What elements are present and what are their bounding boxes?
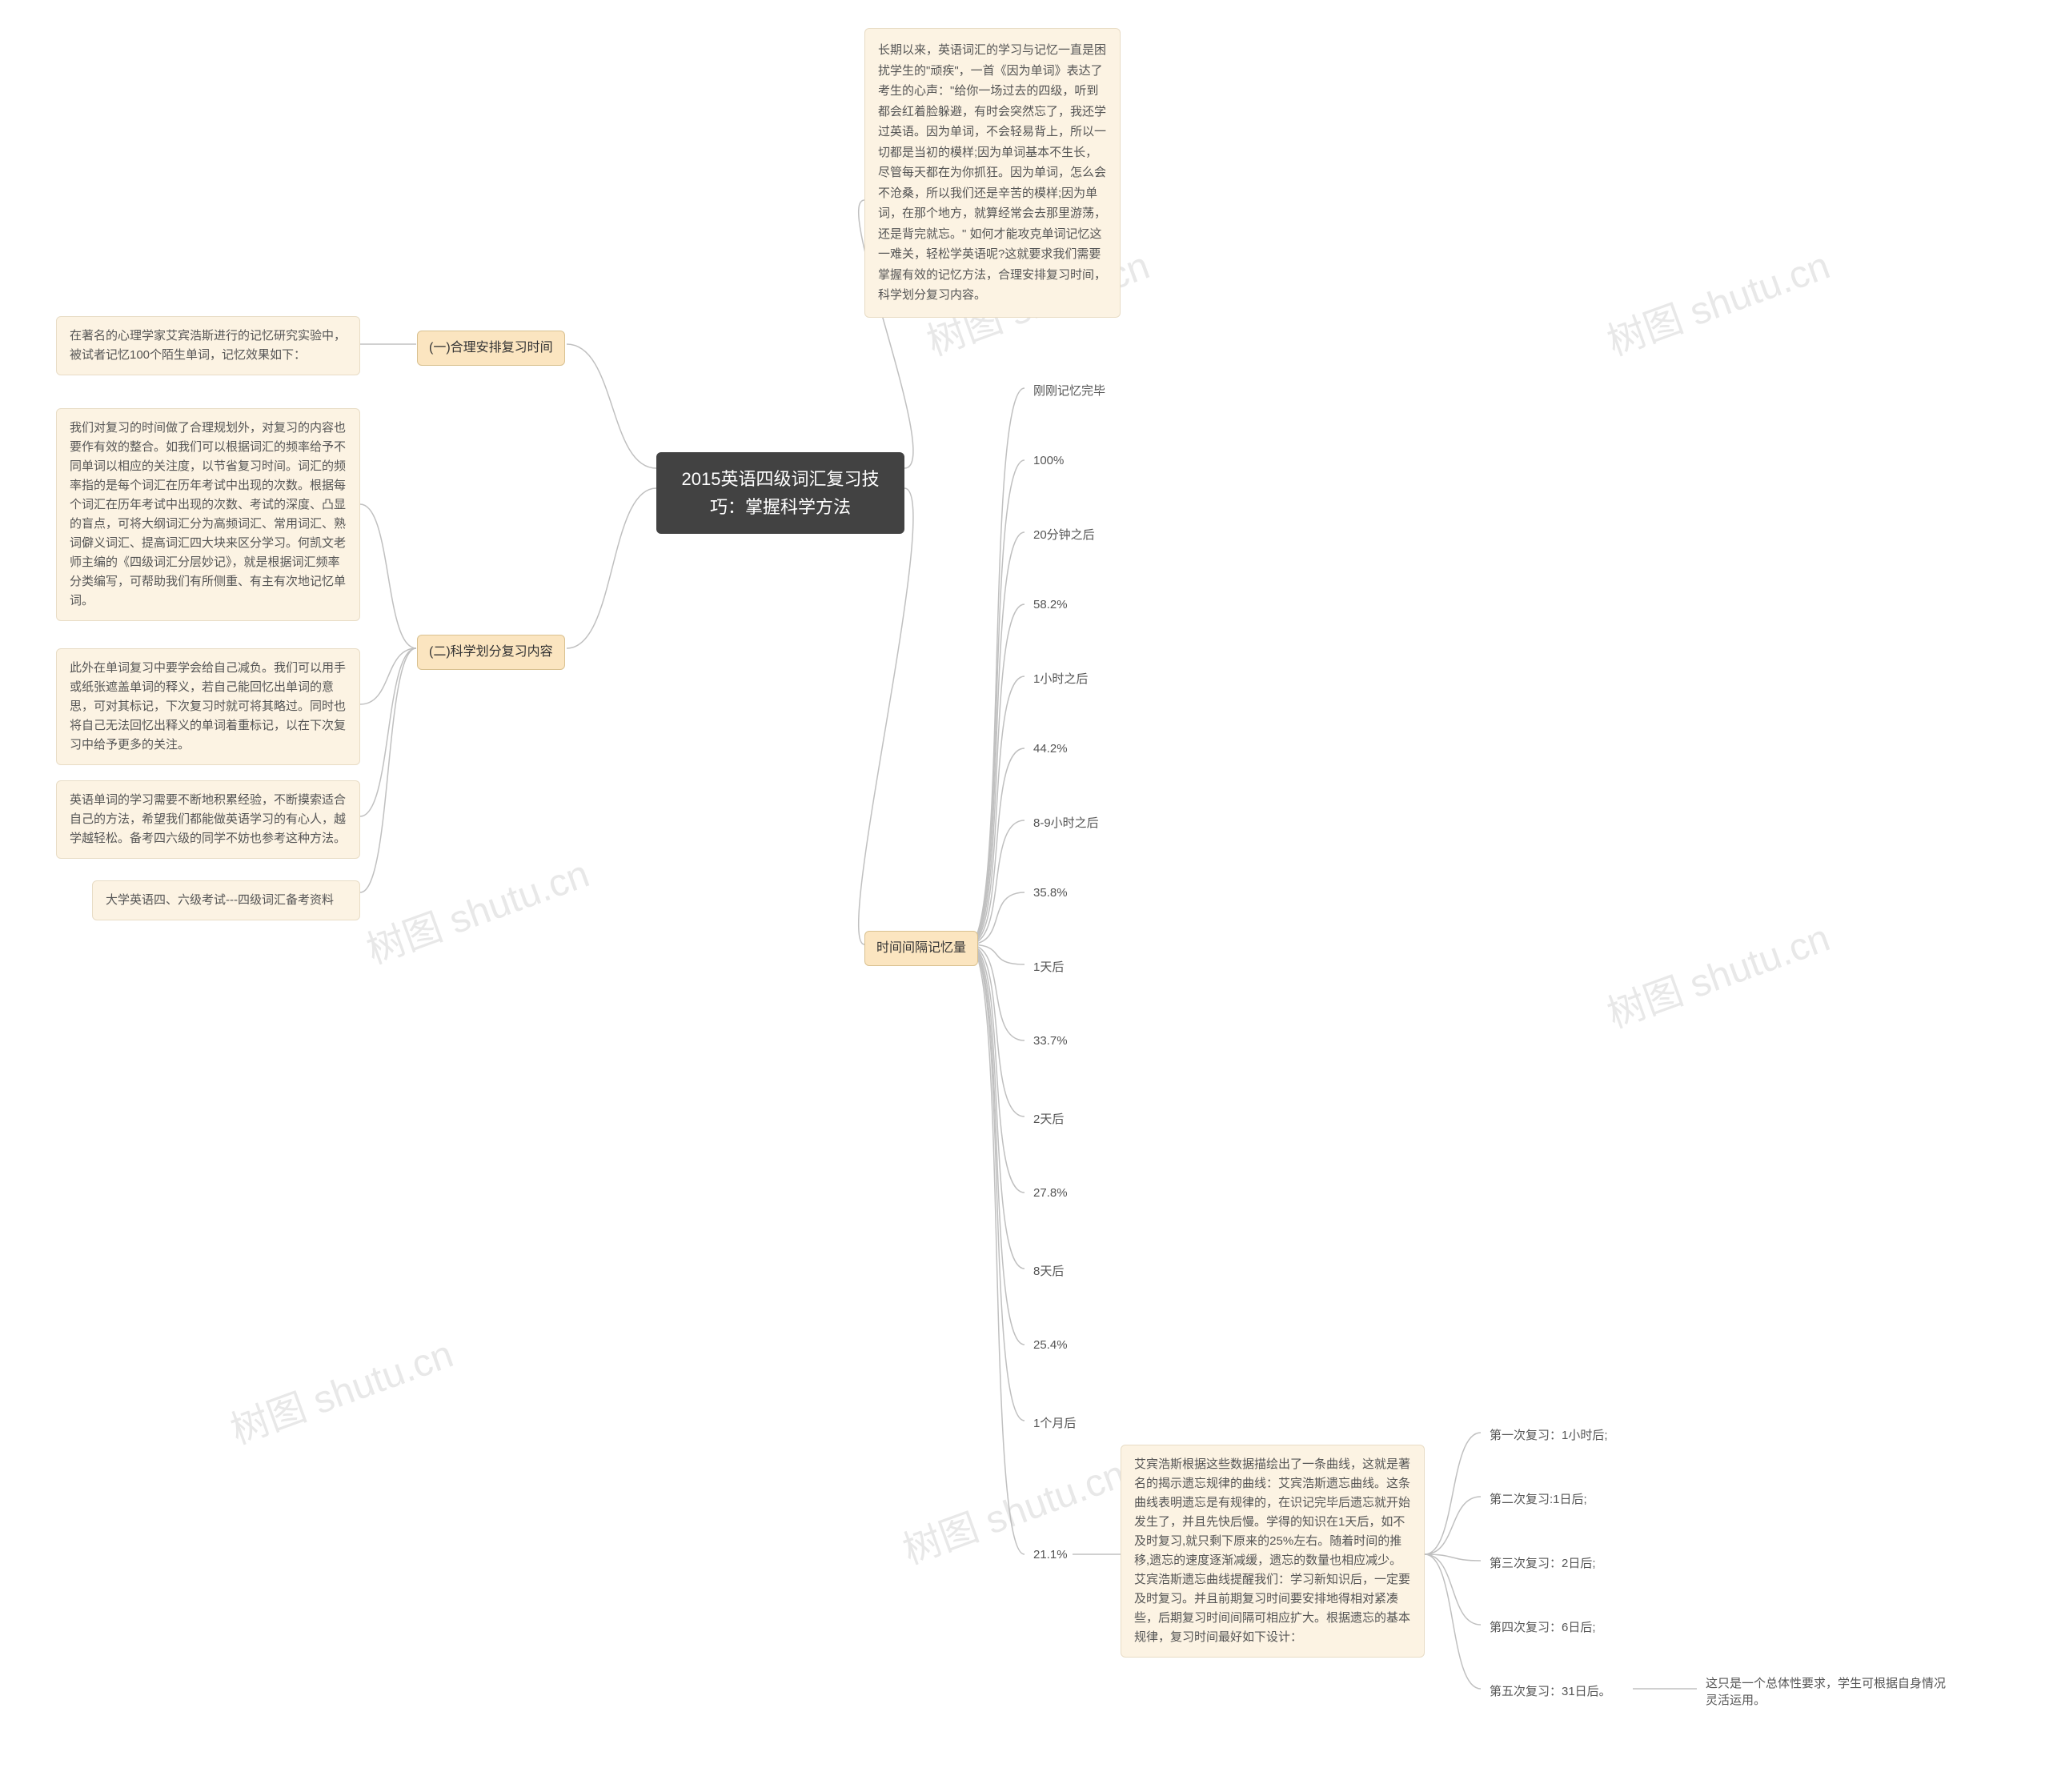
branch-one: (一)合理安排复习时间 — [417, 331, 565, 366]
final-note: 这只是一个总体性要求，学生可根据自身情况灵活运用。 — [1701, 1673, 1957, 1710]
memory-row: 33.7% — [1029, 1032, 1073, 1049]
memory-row: 8天后 — [1029, 1261, 1069, 1281]
memory-row: 8-9小时之后 — [1029, 812, 1104, 832]
memory-row: 35.8% — [1029, 884, 1073, 901]
branch-one-desc: 在著名的心理学家艾宾浩斯进行的记忆研究实验中，被试者记忆100个陌生单词，记忆效… — [56, 316, 360, 375]
memory-row: 刚刚记忆完毕 — [1029, 380, 1110, 400]
review-item: 第二次复习:1日后; — [1485, 1489, 1592, 1509]
memory-branch: 时间间隔记忆量 — [864, 931, 978, 966]
memory-row: 27.8% — [1029, 1185, 1073, 1201]
memory-row: 1天后 — [1029, 956, 1069, 976]
root-node: 2015英语四级词汇复习技巧：掌握科学方法 — [656, 452, 904, 534]
curve-desc: 艾宾浩斯根据这些数据描绘出了一条曲线，这就是著名的揭示遗忘规律的曲线：艾宾浩斯遗… — [1121, 1445, 1425, 1658]
memory-row: 100% — [1029, 452, 1069, 469]
review-item: 第三次复习：2日后; — [1485, 1553, 1601, 1573]
intro-text: 长期以来，英语词汇的学习与记忆一直是困扰学生的"顽疾"，一首《因为单词》表达了考… — [864, 28, 1121, 318]
branch-two-desc1: 我们对复习的时间做了合理规划外，对复习的内容也要作有效的整合。如我们可以根据词汇… — [56, 408, 360, 621]
branch-two-desc2: 此外在单词复习中要学会给自己减负。我们可以用手或纸张遮盖单词的释义，若自己能回忆… — [56, 648, 360, 765]
memory-row: 58.2% — [1029, 596, 1073, 613]
branch-two: (二)科学划分复习内容 — [417, 635, 565, 670]
memory-row: 44.2% — [1029, 740, 1073, 757]
branch-two-desc3: 英语单词的学习需要不断地积累经验，不断摸索适合自己的方法，希望我们都能做英语学习… — [56, 780, 360, 859]
review-item: 第四次复习：6日后; — [1485, 1617, 1601, 1637]
review-item: 第五次复习：31日后。 — [1485, 1681, 1616, 1701]
memory-row: 1小时之后 — [1029, 668, 1093, 688]
memory-row: 20分钟之后 — [1029, 524, 1100, 544]
memory-row: 21.1% — [1029, 1546, 1073, 1563]
review-item: 第一次复习：1小时后; — [1485, 1425, 1613, 1445]
memory-row: 25.4% — [1029, 1337, 1073, 1353]
memory-row: 1个月后 — [1029, 1413, 1081, 1433]
memory-row: 2天后 — [1029, 1108, 1069, 1129]
mindmap-container: 2015英语四级词汇复习技巧：掌握科学方法 长期以来，英语词汇的学习与记忆一直是… — [0, 0, 2049, 1792]
branch-two-desc4: 大学英语四、六级考试---四级词汇备考资料 — [92, 880, 360, 920]
